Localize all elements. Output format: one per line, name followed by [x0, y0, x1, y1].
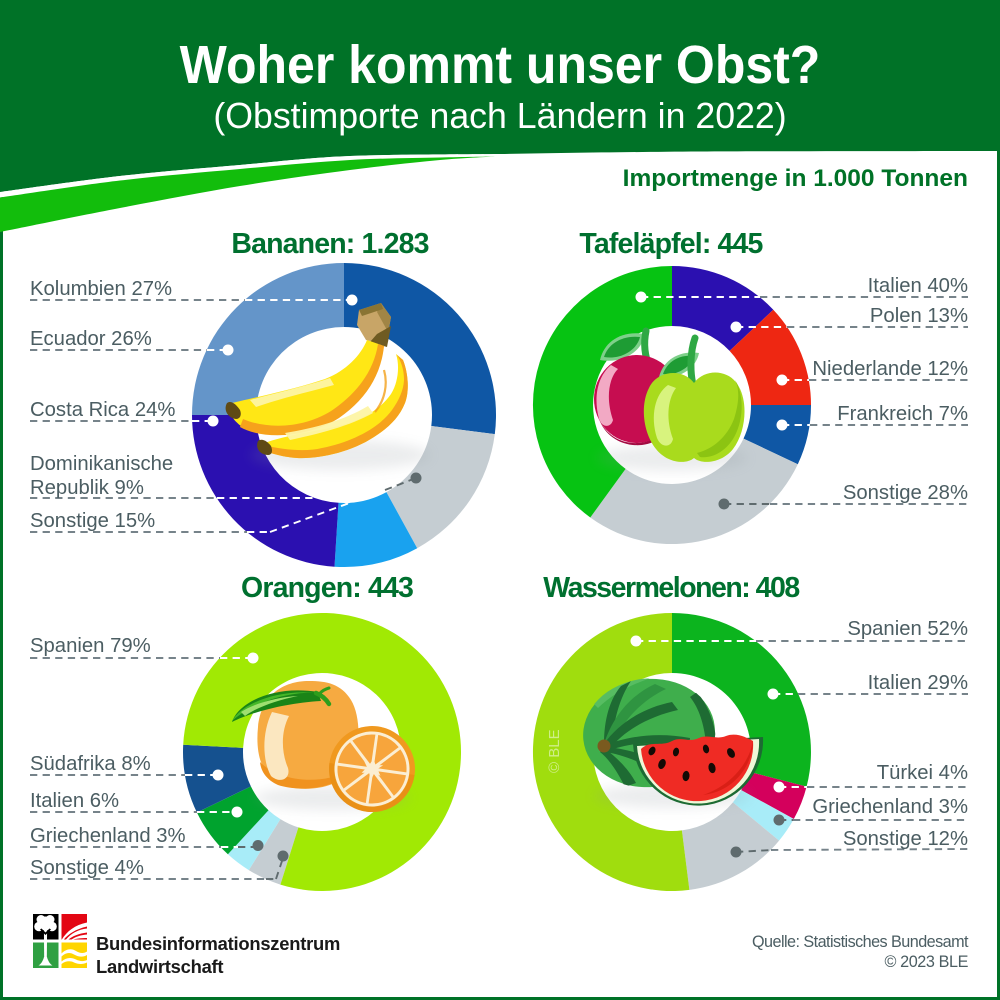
svg-text:Quelle: Statistisches Bundesam: Quelle: Statistisches Bundesamt	[752, 933, 969, 951]
svg-text:Spanien 52%: Spanien 52%	[847, 618, 968, 640]
svg-text:Kolumbien 27%: Kolumbien 27%	[30, 278, 172, 300]
svg-text:Niederlande 12%: Niederlande 12%	[812, 358, 968, 380]
svg-text:Sonstige 28%: Sonstige 28%	[843, 482, 968, 504]
svg-text:Griechenland 3%: Griechenland 3%	[30, 825, 186, 847]
svg-text:Ecuador 26%: Ecuador 26%	[30, 328, 152, 350]
svg-text:© 2023 BLE: © 2023 BLE	[884, 953, 968, 971]
svg-text:Bundesinformationszentrum: Bundesinformationszentrum	[96, 933, 340, 954]
svg-text:Südafrika 8%: Südafrika 8%	[30, 753, 151, 775]
svg-text:Sonstige 12%: Sonstige 12%	[843, 828, 968, 850]
svg-text:Türkei 4%: Türkei 4%	[877, 762, 968, 784]
svg-text:Frankreich 7%: Frankreich 7%	[837, 403, 968, 425]
svg-text:Sonstige 4%: Sonstige 4%	[30, 857, 144, 879]
svg-text:Costa Rica 24%: Costa Rica 24%	[30, 399, 175, 421]
svg-text:Bananen: 1.283: Bananen: 1.283	[231, 228, 428, 260]
svg-text:Orangen: 443: Orangen: 443	[241, 572, 413, 604]
svg-text:Republik 9%: Republik 9%	[30, 477, 144, 499]
svg-text:© BLE: © BLE	[546, 729, 563, 773]
svg-text:Woher kommt unser Obst?: Woher kommt unser Obst?	[180, 34, 821, 94]
svg-text:Tafeläpfel: 445: Tafeläpfel: 445	[579, 228, 763, 260]
svg-text:Polen 13%: Polen 13%	[870, 305, 968, 327]
svg-text:Italien 6%: Italien 6%	[30, 790, 119, 812]
svg-text:Spanien 79%: Spanien 79%	[30, 635, 151, 657]
svg-text:Dominikanische: Dominikanische	[30, 453, 173, 475]
svg-text:Sonstige 15%: Sonstige 15%	[30, 510, 155, 532]
svg-text:Griechenland 3%: Griechenland 3%	[812, 796, 968, 818]
svg-text:(Obstimporte nach Ländern in 2: (Obstimporte nach Ländern in 2022)	[213, 96, 786, 136]
svg-text:Importmenge in 1.000 Tonnen: Importmenge in 1.000 Tonnen	[623, 165, 968, 192]
svg-text:Italien 29%: Italien 29%	[868, 672, 968, 694]
svg-text:Wassermelonen: 408: Wassermelonen: 408	[543, 572, 799, 604]
svg-text:Landwirtschaft: Landwirtschaft	[96, 956, 223, 977]
svg-text:Italien 40%: Italien 40%	[868, 275, 968, 297]
